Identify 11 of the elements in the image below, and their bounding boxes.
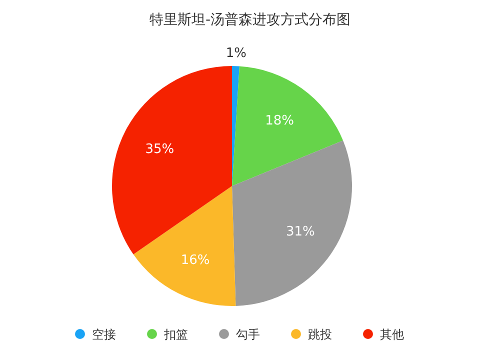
legend-label: 勾手 (236, 328, 260, 342)
data-label: 1% (226, 46, 246, 62)
data-label: 16% (180, 252, 210, 268)
legend-label: 其他 (380, 328, 404, 342)
legend-label: 空接 (92, 328, 116, 342)
data-label: 31% (286, 224, 315, 240)
data-label: 18% (265, 114, 294, 129)
data-label: 35% (145, 142, 174, 158)
chart-title: 特里斯坦-汤普森进攻方式分布图 (149, 11, 351, 28)
legend-label: 跳投 (308, 328, 332, 342)
legend-label: 扣篮 (163, 328, 188, 342)
